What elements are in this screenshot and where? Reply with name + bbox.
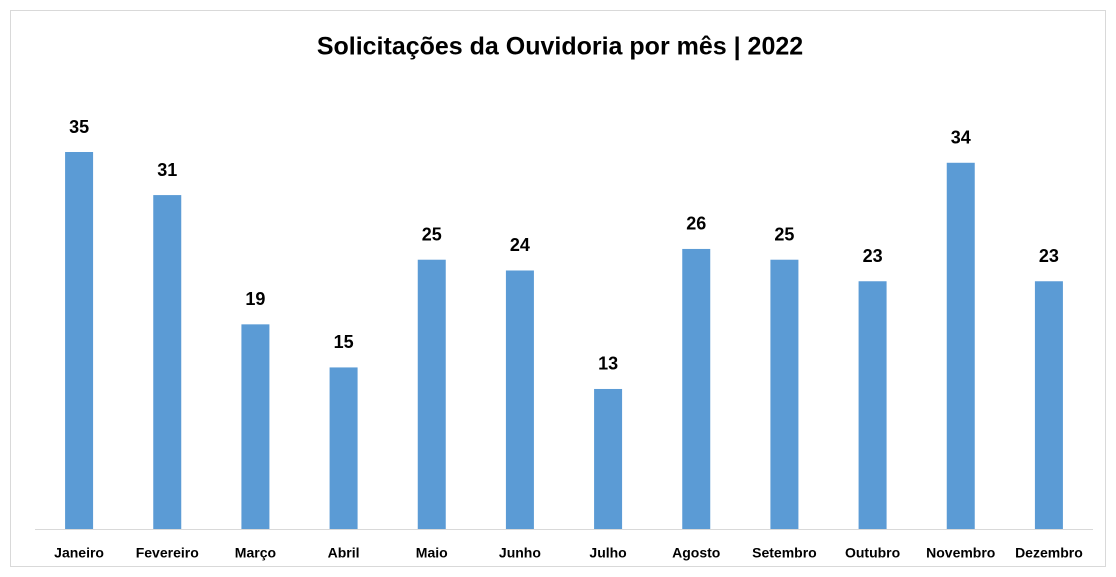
data-label: 15 — [334, 332, 354, 352]
bar — [241, 324, 270, 529]
bar — [417, 259, 446, 529]
bar — [594, 388, 623, 529]
data-label: 23 — [1039, 246, 1059, 266]
data-label: 23 — [863, 246, 883, 266]
x-tick-label: Abril — [328, 545, 360, 561]
data-label: 13 — [598, 354, 618, 374]
x-tick-label: Janeiro — [54, 545, 104, 561]
bar — [153, 195, 182, 530]
x-tick-label: Agosto — [672, 545, 720, 561]
data-label: 31 — [157, 160, 177, 180]
bar — [946, 162, 975, 529]
data-label: 35 — [69, 117, 89, 137]
data-label: 34 — [951, 128, 971, 148]
x-tick-label: Fevereiro — [136, 545, 199, 561]
x-tick-label: Dezembro — [1015, 545, 1083, 561]
x-tick-label: Setembro — [752, 545, 817, 561]
x-tick-label: Outubro — [845, 545, 900, 561]
bar — [65, 152, 94, 529]
x-tick-label: Novembro — [926, 545, 995, 561]
x-tick-label: Junho — [499, 545, 541, 561]
data-label: 26 — [686, 214, 706, 234]
data-label: 24 — [510, 235, 530, 255]
x-tick-label: Julho — [589, 545, 626, 561]
chart-title: Solicitações da Ouvidoria por mês | 2022 — [317, 33, 803, 61]
x-tick-label: Maio — [416, 545, 448, 561]
bar — [858, 281, 887, 529]
bar — [505, 270, 534, 529]
chart-border — [10, 10, 1106, 567]
data-label: 25 — [774, 224, 794, 244]
data-label: 19 — [245, 289, 265, 309]
data-label: 25 — [422, 224, 442, 244]
bar — [1034, 281, 1063, 529]
x-tick-label: Março — [235, 545, 276, 561]
bar — [770, 259, 799, 529]
bar — [682, 248, 711, 529]
bar — [329, 367, 358, 529]
